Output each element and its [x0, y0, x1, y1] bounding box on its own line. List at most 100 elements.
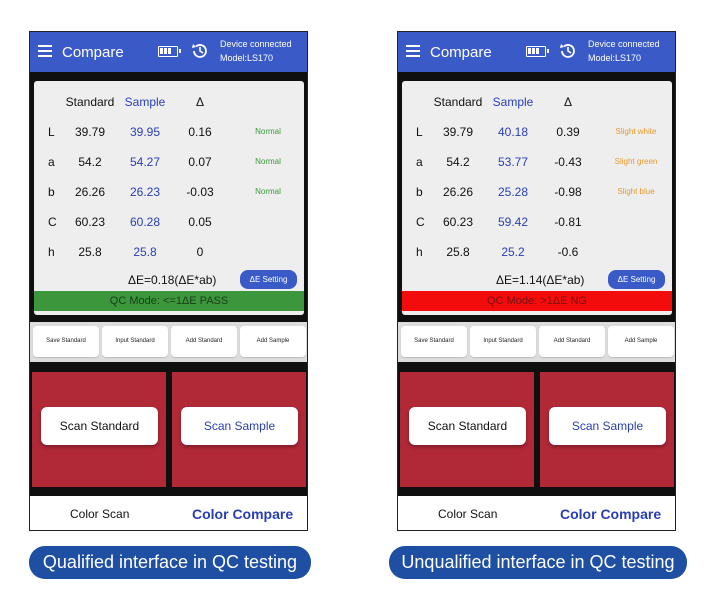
- battery-icon: [158, 46, 181, 57]
- scan-sample-button[interactable]: Scan Sample: [181, 407, 298, 445]
- scan-sample-button[interactable]: Scan Sample: [549, 407, 666, 445]
- app-title: Compare: [430, 44, 492, 61]
- header-delta: Δ: [563, 95, 572, 109]
- menu-icon[interactable]: [406, 45, 420, 57]
- caption-unqualified: Unqualified interface in QC testing: [389, 546, 687, 579]
- app-bar: Compare Device connected Model:LS170: [398, 32, 675, 72]
- table-row: L 39.79 40.18 0.39 Slight white: [402, 125, 672, 145]
- sample-value: 39.95: [129, 125, 161, 139]
- table-row: C 60.23 60.28 0.05: [34, 215, 304, 235]
- bottom-nav: Color Scan Color Compare: [398, 496, 675, 530]
- delta-value: 0: [196, 245, 204, 259]
- add-standard-button[interactable]: Add Standard: [539, 326, 605, 357]
- scan-standard-button[interactable]: Scan Standard: [41, 407, 158, 445]
- device-status: Device connected Model:LS170: [588, 37, 660, 65]
- input-standard-button[interactable]: Input Standard: [102, 326, 168, 357]
- standard-value: 60.23: [74, 215, 106, 229]
- delta-value: -0.03: [186, 185, 214, 199]
- standard-value: 54.2: [446, 155, 470, 169]
- history-icon[interactable]: [190, 41, 210, 61]
- delta-e-value: ΔE=1.14(ΔE*ab): [496, 273, 585, 287]
- save-standard-button[interactable]: Save Standard: [33, 326, 99, 357]
- delta-e-setting-button[interactable]: ΔE Setting: [608, 270, 665, 289]
- row-label: a: [48, 155, 55, 169]
- nav-color-compare[interactable]: Color Compare: [560, 506, 662, 522]
- sample-value: 59.42: [497, 215, 529, 229]
- row-label: h: [48, 245, 55, 259]
- judgement: Normal: [255, 187, 281, 196]
- table-row: h 25.8 25.2 -0.6: [402, 245, 672, 265]
- add-sample-button[interactable]: Add Sample: [240, 326, 306, 357]
- sample-value: 53.77: [497, 155, 529, 169]
- standard-value: 25.8: [446, 245, 470, 259]
- table-row: a 54.2 54.27 0.07 Normal: [34, 155, 304, 175]
- judgement: Normal: [255, 127, 281, 136]
- standard-value: 25.8: [78, 245, 102, 259]
- nav-color-scan[interactable]: Color Scan: [70, 507, 130, 521]
- phone-unqualified: Compare Device connected Model:LS170 Sta…: [397, 31, 676, 531]
- device-model-text: Model:LS170: [588, 53, 642, 63]
- sample-value: 60.28: [129, 215, 161, 229]
- table-row: b 26.26 26.23 -0.03 Normal: [34, 185, 304, 205]
- sample-value: 25.28: [497, 185, 529, 199]
- table-row: C 60.23 59.42 -0.81: [402, 215, 672, 235]
- history-icon[interactable]: [558, 41, 578, 61]
- delta-value: 0.07: [188, 155, 212, 169]
- bottom-nav: Color Scan Color Compare: [30, 496, 307, 530]
- delta-value: 0.39: [556, 125, 580, 139]
- nav-color-compare[interactable]: Color Compare: [192, 506, 294, 522]
- standard-value: 54.2: [78, 155, 102, 169]
- sample-value: 54.27: [129, 155, 161, 169]
- delta-value: -0.43: [554, 155, 582, 169]
- delta-value: -0.98: [554, 185, 582, 199]
- caption-qualified: Qualified interface in QC testing: [29, 546, 311, 579]
- compare-card: Standard Sample Δ L 39.79 40.18 0.39 Sli…: [402, 81, 672, 315]
- device-model-text: Model:LS170: [220, 53, 274, 63]
- add-sample-button[interactable]: Add Sample: [608, 326, 674, 357]
- header-sample: Sample: [124, 95, 166, 109]
- table-row: L 39.79 39.95 0.16 Normal: [34, 125, 304, 145]
- sample-value: 25.8: [133, 245, 157, 259]
- scan-standard-panel: Scan Standard: [400, 372, 534, 487]
- scan-standard-button[interactable]: Scan Standard: [409, 407, 526, 445]
- app-title: Compare: [62, 44, 124, 61]
- standard-value: 26.26: [74, 185, 106, 199]
- menu-icon[interactable]: [38, 45, 52, 57]
- header-delta: Δ: [195, 95, 204, 109]
- row-label: b: [416, 185, 423, 199]
- standard-value: 39.79: [442, 125, 474, 139]
- row-label: L: [48, 125, 55, 139]
- compare-card: Standard Sample Δ L 39.79 39.95 0.16 Nor…: [34, 81, 304, 315]
- app-bar: Compare Device connected Model:LS170: [30, 32, 307, 72]
- judgement: Slight white: [615, 127, 657, 136]
- device-status: Device connected Model:LS170: [220, 37, 292, 65]
- standard-value: 26.26: [442, 185, 474, 199]
- save-standard-button[interactable]: Save Standard: [401, 326, 467, 357]
- judgement: Slight blue: [617, 187, 655, 196]
- delta-value: 0.16: [188, 125, 212, 139]
- delta-e-setting-button[interactable]: ΔE Setting: [240, 270, 297, 289]
- header-standard: Standard: [433, 95, 483, 109]
- sample-value: 40.18: [497, 125, 529, 139]
- standard-value: 39.79: [74, 125, 106, 139]
- action-bar: Save Standard Input Standard Add Standar…: [398, 322, 675, 362]
- qc-status-bar: QC Mode: <=1ΔE PASS: [34, 291, 304, 311]
- add-standard-button[interactable]: Add Standard: [171, 326, 237, 357]
- scan-standard-panel: Scan Standard: [32, 372, 166, 487]
- row-label: C: [416, 215, 425, 229]
- row-label: b: [48, 185, 55, 199]
- nav-color-scan[interactable]: Color Scan: [438, 507, 498, 521]
- device-connected-text: Device connected: [588, 39, 660, 49]
- battery-icon: [526, 46, 549, 57]
- header-sample: Sample: [492, 95, 534, 109]
- input-standard-button[interactable]: Input Standard: [470, 326, 536, 357]
- scan-sample-panel: Scan Sample: [172, 372, 306, 487]
- delta-value: -0.81: [554, 215, 582, 229]
- row-label: C: [48, 215, 57, 229]
- sample-value: 26.23: [129, 185, 161, 199]
- delta-e-value: ΔE=0.18(ΔE*ab): [128, 273, 217, 287]
- sample-value: 25.2: [501, 245, 525, 259]
- scan-sample-panel: Scan Sample: [540, 372, 674, 487]
- standard-value: 60.23: [442, 215, 474, 229]
- row-label: a: [416, 155, 423, 169]
